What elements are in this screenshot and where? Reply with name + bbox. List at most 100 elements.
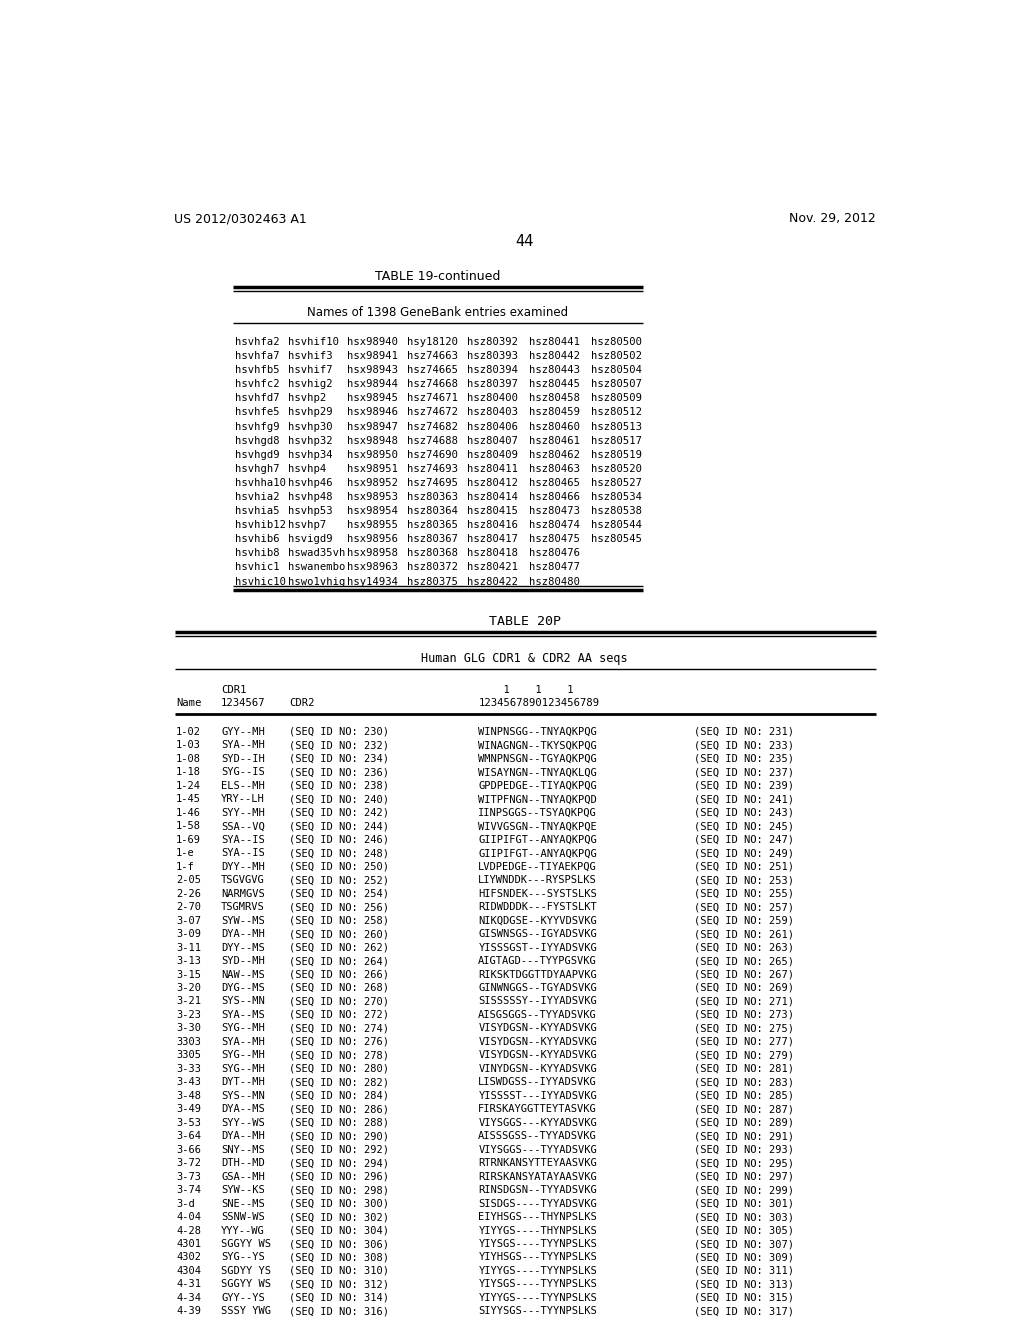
Text: (SEQ ID NO: 269): (SEQ ID NO: 269)	[693, 983, 794, 993]
Text: 4-39: 4-39	[176, 1307, 201, 1316]
Text: hsx98941: hsx98941	[346, 351, 397, 362]
Text: (SEQ ID NO: 248): (SEQ ID NO: 248)	[289, 849, 389, 858]
Text: AISSSGSS--TYYADSVKG: AISSSGSS--TYYADSVKG	[478, 1131, 597, 1142]
Text: SYG--MH: SYG--MH	[221, 1051, 265, 1060]
Text: 3-49: 3-49	[176, 1105, 201, 1114]
Text: WMNPNSGN--TGYAQKPQG: WMNPNSGN--TGYAQKPQG	[478, 754, 597, 764]
Text: EIYHSGS---THYNPSLKS: EIYHSGS---THYNPSLKS	[478, 1212, 597, 1222]
Text: (SEQ ID NO: 282): (SEQ ID NO: 282)	[289, 1077, 389, 1088]
Text: YISSSGST--IYYADSVKG: YISSSGST--IYYADSVKG	[478, 942, 597, 953]
Text: AISGSGGS--TYYADSVKG: AISGSGGS--TYYADSVKG	[478, 1010, 597, 1020]
Text: hswanembo: hswanembo	[288, 562, 345, 573]
Text: hsz74672: hsz74672	[407, 408, 458, 417]
Text: DYA--MH: DYA--MH	[221, 1131, 265, 1142]
Text: hsz80416: hsz80416	[467, 520, 518, 531]
Text: VISYDGSN--KYYADSVKG: VISYDGSN--KYYADSVKG	[478, 1051, 597, 1060]
Text: hsz80417: hsz80417	[467, 535, 518, 544]
Text: (SEQ ID NO: 292): (SEQ ID NO: 292)	[289, 1144, 389, 1155]
Text: hsz80372: hsz80372	[407, 562, 458, 573]
Text: (SEQ ID NO: 301): (SEQ ID NO: 301)	[693, 1199, 794, 1209]
Text: hsz80418: hsz80418	[467, 548, 518, 558]
Text: hsvhfc2: hsvhfc2	[234, 379, 280, 389]
Text: (SEQ ID NO: 262): (SEQ ID NO: 262)	[289, 942, 389, 953]
Text: SSSY YWG: SSSY YWG	[221, 1307, 271, 1316]
Text: hsvhp2: hsvhp2	[288, 393, 326, 404]
Text: hsz80519: hsz80519	[592, 450, 642, 459]
Text: (SEQ ID NO: 264): (SEQ ID NO: 264)	[289, 956, 389, 966]
Text: hsz80394: hsz80394	[467, 366, 518, 375]
Text: hsz74688: hsz74688	[407, 436, 458, 446]
Text: AIGTAGD---TYYPGSVKG: AIGTAGD---TYYPGSVKG	[478, 956, 597, 966]
Text: WINAGNGN--TKYSQKPQG: WINAGNGN--TKYSQKPQG	[478, 741, 597, 751]
Text: 1-02: 1-02	[176, 727, 201, 737]
Text: (SEQ ID NO: 310): (SEQ ID NO: 310)	[289, 1266, 389, 1276]
Text: hsvhif10: hsvhif10	[288, 337, 339, 347]
Text: hsz80527: hsz80527	[592, 478, 642, 488]
Text: WITPFNGN--TNYAQKPQD: WITPFNGN--TNYAQKPQD	[478, 795, 597, 804]
Text: hsx98954: hsx98954	[346, 506, 397, 516]
Text: hsx98948: hsx98948	[346, 436, 397, 446]
Text: 1234567: 1234567	[221, 698, 265, 709]
Text: hsy14934: hsy14934	[346, 577, 397, 586]
Text: SYD--IH: SYD--IH	[221, 754, 265, 764]
Text: WISAYNGN--TNYAQKLQG: WISAYNGN--TNYAQKLQG	[478, 767, 597, 777]
Text: hsz80463: hsz80463	[529, 463, 581, 474]
Text: hsvhp7: hsvhp7	[288, 520, 326, 531]
Text: NIKQDGSE--KYYVDSVKG: NIKQDGSE--KYYVDSVKG	[478, 916, 597, 925]
Text: hsz80392: hsz80392	[467, 337, 518, 347]
Text: 2-05: 2-05	[176, 875, 201, 886]
Text: hsvigd9: hsvigd9	[288, 535, 332, 544]
Text: GINWNGGS--TGYADSVKG: GINWNGGS--TGYADSVKG	[478, 983, 597, 993]
Text: (SEQ ID NO: 255): (SEQ ID NO: 255)	[693, 888, 794, 899]
Text: hsz80363: hsz80363	[407, 492, 458, 502]
Text: (SEQ ID NO: 289): (SEQ ID NO: 289)	[693, 1118, 794, 1127]
Text: hsz80403: hsz80403	[467, 408, 518, 417]
Text: YIYYGS----THYNPSLKS: YIYYGS----THYNPSLKS	[478, 1225, 597, 1236]
Text: (SEQ ID NO: 317): (SEQ ID NO: 317)	[693, 1307, 794, 1316]
Text: US 2012/0302463 A1: US 2012/0302463 A1	[174, 213, 307, 226]
Text: GIIPIFGT--ANYAQKPQG: GIIPIFGT--ANYAQKPQG	[478, 834, 597, 845]
Text: (SEQ ID NO: 291): (SEQ ID NO: 291)	[693, 1131, 794, 1142]
Text: SYS--MN: SYS--MN	[221, 1090, 265, 1101]
Text: 1-03: 1-03	[176, 741, 201, 751]
Text: (SEQ ID NO: 311): (SEQ ID NO: 311)	[693, 1266, 794, 1276]
Text: ELS--MH: ELS--MH	[221, 781, 265, 791]
Text: 3-23: 3-23	[176, 1010, 201, 1020]
Text: CDR1: CDR1	[221, 685, 247, 694]
Text: hsvhfa2: hsvhfa2	[234, 337, 280, 347]
Text: 4302: 4302	[176, 1253, 201, 1262]
Text: hsz80445: hsz80445	[529, 379, 581, 389]
Text: SYG--IS: SYG--IS	[221, 767, 265, 777]
Text: (SEQ ID NO: 249): (SEQ ID NO: 249)	[693, 849, 794, 858]
Text: (SEQ ID NO: 272): (SEQ ID NO: 272)	[289, 1010, 389, 1020]
Text: YIYSGS----TYYNPSLKS: YIYSGS----TYYNPSLKS	[478, 1239, 597, 1249]
Text: SSA--VQ: SSA--VQ	[221, 821, 265, 832]
Text: hsvhp53: hsvhp53	[288, 506, 332, 516]
Text: 1-08: 1-08	[176, 754, 201, 764]
Text: (SEQ ID NO: 233): (SEQ ID NO: 233)	[693, 741, 794, 751]
Text: GIIPIFGT--ANYAQKPQG: GIIPIFGT--ANYAQKPQG	[478, 849, 597, 858]
Text: (SEQ ID NO: 246): (SEQ ID NO: 246)	[289, 834, 389, 845]
Text: hsvhig2: hsvhig2	[288, 379, 332, 389]
Text: hsz74682: hsz74682	[407, 421, 458, 432]
Text: hsx98940: hsx98940	[346, 337, 397, 347]
Text: hsx98952: hsx98952	[346, 478, 397, 488]
Text: GPDPEDGE--TIYAQKPQG: GPDPEDGE--TIYAQKPQG	[478, 781, 597, 791]
Text: Name: Name	[176, 698, 202, 709]
Text: hsz74693: hsz74693	[407, 463, 458, 474]
Text: hsz80400: hsz80400	[467, 393, 518, 404]
Text: (SEQ ID NO: 295): (SEQ ID NO: 295)	[693, 1158, 794, 1168]
Text: 3-20: 3-20	[176, 983, 201, 993]
Text: (SEQ ID NO: 267): (SEQ ID NO: 267)	[693, 969, 794, 979]
Text: hsz80368: hsz80368	[407, 548, 458, 558]
Text: RIRSKANSYATAYAASVKG: RIRSKANSYATAYAASVKG	[478, 1172, 597, 1181]
Text: GYY--MH: GYY--MH	[221, 727, 265, 737]
Text: SYW--MS: SYW--MS	[221, 916, 265, 925]
Text: hsvhp30: hsvhp30	[288, 421, 332, 432]
Text: hswad35vh: hswad35vh	[288, 548, 345, 558]
Text: 1-24: 1-24	[176, 781, 201, 791]
Text: SYG--MH: SYG--MH	[221, 1023, 265, 1034]
Text: hsz80422: hsz80422	[467, 577, 518, 586]
Text: hsz74665: hsz74665	[407, 366, 458, 375]
Text: (SEQ ID NO: 304): (SEQ ID NO: 304)	[289, 1225, 389, 1236]
